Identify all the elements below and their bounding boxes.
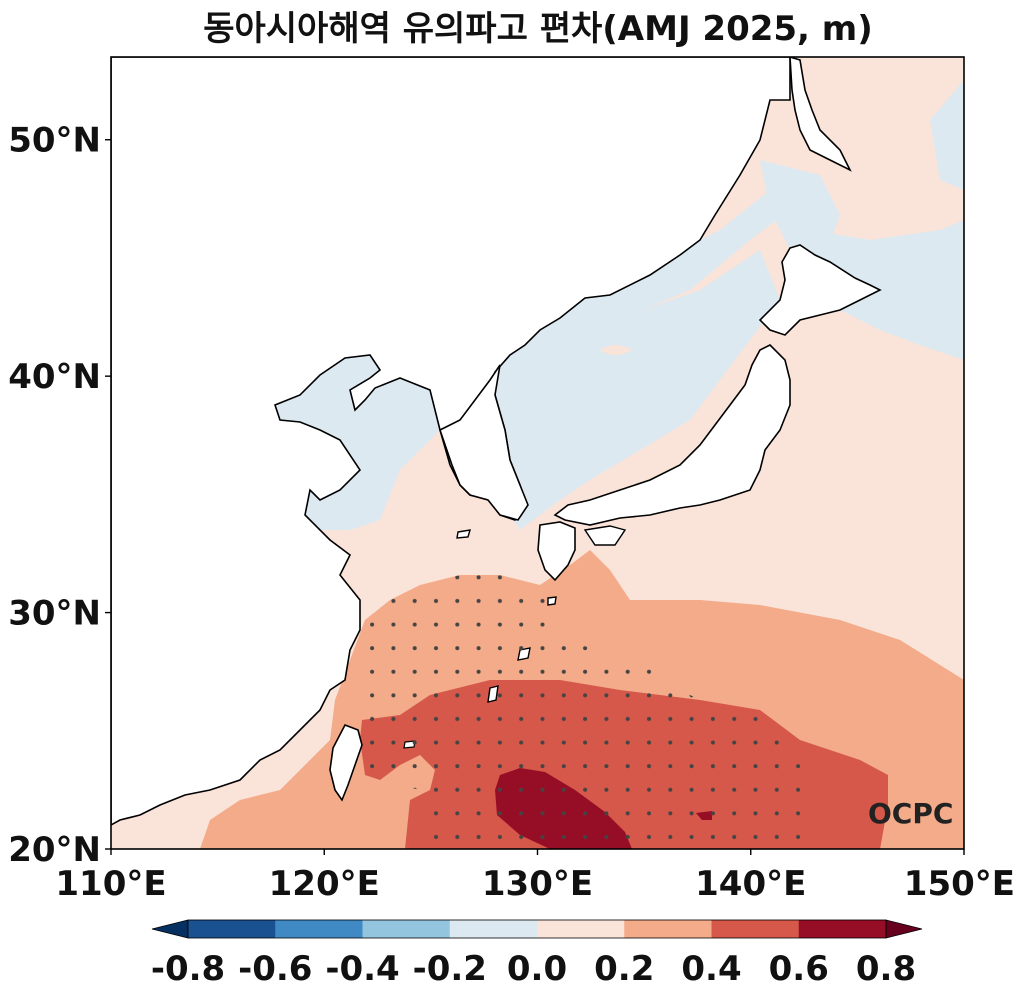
land-island	[456, 529, 471, 539]
ocpc-logo: OCPC	[868, 797, 953, 830]
land-kyushu	[537, 521, 576, 582]
colorbar-tick-label: 0.0	[507, 949, 567, 989]
land-honshu	[553, 344, 791, 526]
lat-tick-label: 50°N	[8, 121, 101, 161]
colorbar-segment	[624, 920, 712, 938]
colorbar-tick-label: -0.2	[413, 949, 487, 989]
map-title: 동아시아해역 유의파고 편차(AMJ 2025, m)	[203, 9, 873, 49]
colorbar-tick-label: -0.4	[325, 949, 399, 989]
map-plot-area	[111, 57, 964, 849]
colorbar-segment	[362, 920, 451, 938]
colorbar-tick-label: 0.8	[856, 949, 916, 989]
colorbar-segment	[711, 920, 800, 938]
lon-tick-label: 140°E	[695, 864, 806, 904]
lat-tick-label: 30°N	[8, 594, 101, 634]
colorbar-frame	[187, 919, 887, 939]
land-sakhalin	[789, 57, 852, 172]
lat-tick-label: 40°N	[8, 357, 101, 397]
lat-tick-label: 20°N	[8, 830, 101, 870]
lon-tick-label: 150°E	[904, 864, 1015, 904]
ocean-anomaly-neg-0.1	[490, 250, 780, 530]
colorbar-tick-label: 0.2	[594, 949, 654, 989]
colorbar-segment	[449, 920, 538, 938]
colorbar-tick-label: 0.6	[769, 949, 829, 989]
colorbar-segment	[798, 920, 887, 938]
colorbar-extend-low	[151, 919, 189, 939]
lon-tick-label: 130°E	[482, 864, 593, 904]
land-korea	[439, 364, 529, 521]
land-hokkaido	[758, 244, 882, 336]
colorbar-segment	[537, 920, 625, 938]
colorbar-extend-high	[885, 919, 923, 939]
colorbar-tick-label: 0.4	[681, 949, 741, 989]
stippling	[365, 575, 800, 849]
longitude-axis: 110°E 120°E 130°E 140°E 150°E	[55, 849, 1015, 904]
ocean-anomaly-pos-0.1	[600, 345, 632, 355]
colorbar-tick-label: -0.8	[151, 949, 225, 989]
latitude-axis: 20°N 30°N 40°N 50°N	[8, 121, 111, 870]
colorbar: -0.8 -0.6 -0.4 -0.2 0.0 0.2 0.4 0.6 0.8	[151, 919, 923, 989]
colorbar-tick-label: -0.6	[238, 949, 312, 989]
lon-tick-label: 110°E	[55, 864, 166, 904]
lon-tick-label: 120°E	[269, 864, 380, 904]
land-taiwan	[329, 723, 363, 802]
colorbar-segment	[275, 920, 363, 938]
ocean-anomaly-neg-0.1	[930, 80, 964, 190]
land-shikoku	[583, 525, 627, 546]
ocean-anomaly-neg-0.1	[810, 220, 964, 360]
colorbar-segment	[188, 920, 276, 938]
